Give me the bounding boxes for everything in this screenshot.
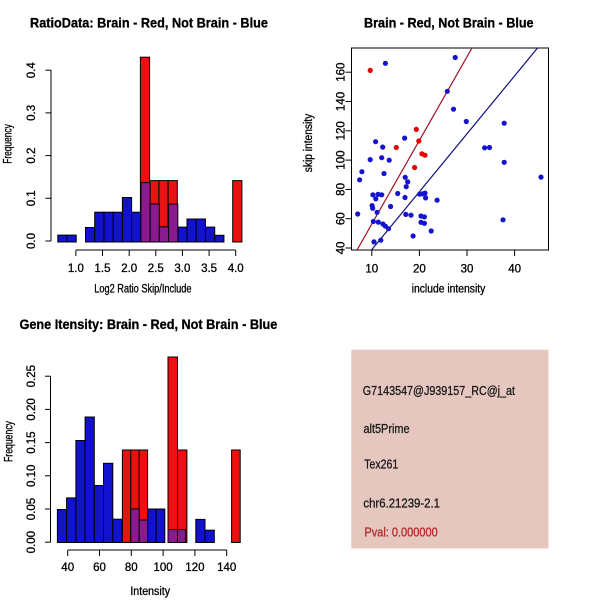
svg-text:0.00: 0.00 xyxy=(26,531,38,553)
svg-text:80: 80 xyxy=(336,183,348,196)
svg-text:Tex261: Tex261 xyxy=(364,458,398,472)
svg-text:2.0: 2.0 xyxy=(121,263,137,275)
svg-text:Brain - Red, Not Brain - Blue: Brain - Red, Not Brain - Blue xyxy=(364,15,534,30)
svg-text:40: 40 xyxy=(61,562,74,574)
svg-text:0.10: 0.10 xyxy=(26,465,38,487)
svg-text:0.2: 0.2 xyxy=(26,148,38,164)
svg-text:Frequency: Frequency xyxy=(3,124,15,164)
svg-text:4.0: 4.0 xyxy=(228,263,244,275)
svg-text:40: 40 xyxy=(336,242,348,255)
svg-text:3.5: 3.5 xyxy=(201,263,217,275)
svg-text:160: 160 xyxy=(336,63,348,82)
svg-text:0.0: 0.0 xyxy=(26,233,38,249)
svg-text:140: 140 xyxy=(217,562,236,574)
svg-text:include intensity: include intensity xyxy=(412,284,486,296)
svg-text:0.4: 0.4 xyxy=(26,62,38,79)
svg-text:Log2 Ratio Skip/Include: Log2 Ratio Skip/Include xyxy=(94,284,191,296)
svg-text:G7143547@J939157_RC@j_at: G7143547@J939157_RC@j_at xyxy=(363,384,516,398)
svg-text:120: 120 xyxy=(336,121,348,140)
svg-text:60: 60 xyxy=(93,562,106,574)
svg-text:0.20: 0.20 xyxy=(26,398,38,420)
svg-text:Gene Itensity: Brain - Red, No: Gene Itensity: Brain - Red, Not Brain - … xyxy=(20,317,278,332)
svg-text:Frequency: Frequency xyxy=(4,421,16,462)
svg-text:30: 30 xyxy=(461,264,474,276)
svg-text:10: 10 xyxy=(365,264,378,276)
svg-text:Intensity: Intensity xyxy=(130,586,170,598)
svg-text:0.25: 0.25 xyxy=(26,365,38,387)
svg-text:40: 40 xyxy=(508,264,521,276)
svg-text:80: 80 xyxy=(125,562,138,574)
svg-text:60: 60 xyxy=(336,212,348,225)
svg-text:0.1: 0.1 xyxy=(26,190,38,206)
svg-text:skip intensity: skip intensity xyxy=(303,114,315,173)
svg-text:chr6.21239-2.1: chr6.21239-2.1 xyxy=(363,497,440,511)
svg-text:0.15: 0.15 xyxy=(26,431,38,453)
svg-text:20: 20 xyxy=(413,264,426,276)
svg-text:140: 140 xyxy=(336,92,348,111)
svg-text:Pval: 0.000000: Pval: 0.000000 xyxy=(364,526,437,540)
svg-text:2.5: 2.5 xyxy=(148,263,164,275)
svg-text:1.0: 1.0 xyxy=(68,263,84,275)
svg-text:3.0: 3.0 xyxy=(174,263,190,275)
svg-text:1.5: 1.5 xyxy=(95,263,111,275)
svg-text:0.3: 0.3 xyxy=(26,105,38,121)
svg-text:RatioData: Brain - Red, Not Br: RatioData: Brain - Red, Not Brain - Blue xyxy=(30,15,268,30)
svg-text:100: 100 xyxy=(154,562,173,574)
svg-text:120: 120 xyxy=(185,562,204,574)
svg-text:100: 100 xyxy=(336,151,348,170)
svg-text:alt5Prime: alt5Prime xyxy=(364,422,410,436)
svg-text:0.05: 0.05 xyxy=(26,498,38,520)
